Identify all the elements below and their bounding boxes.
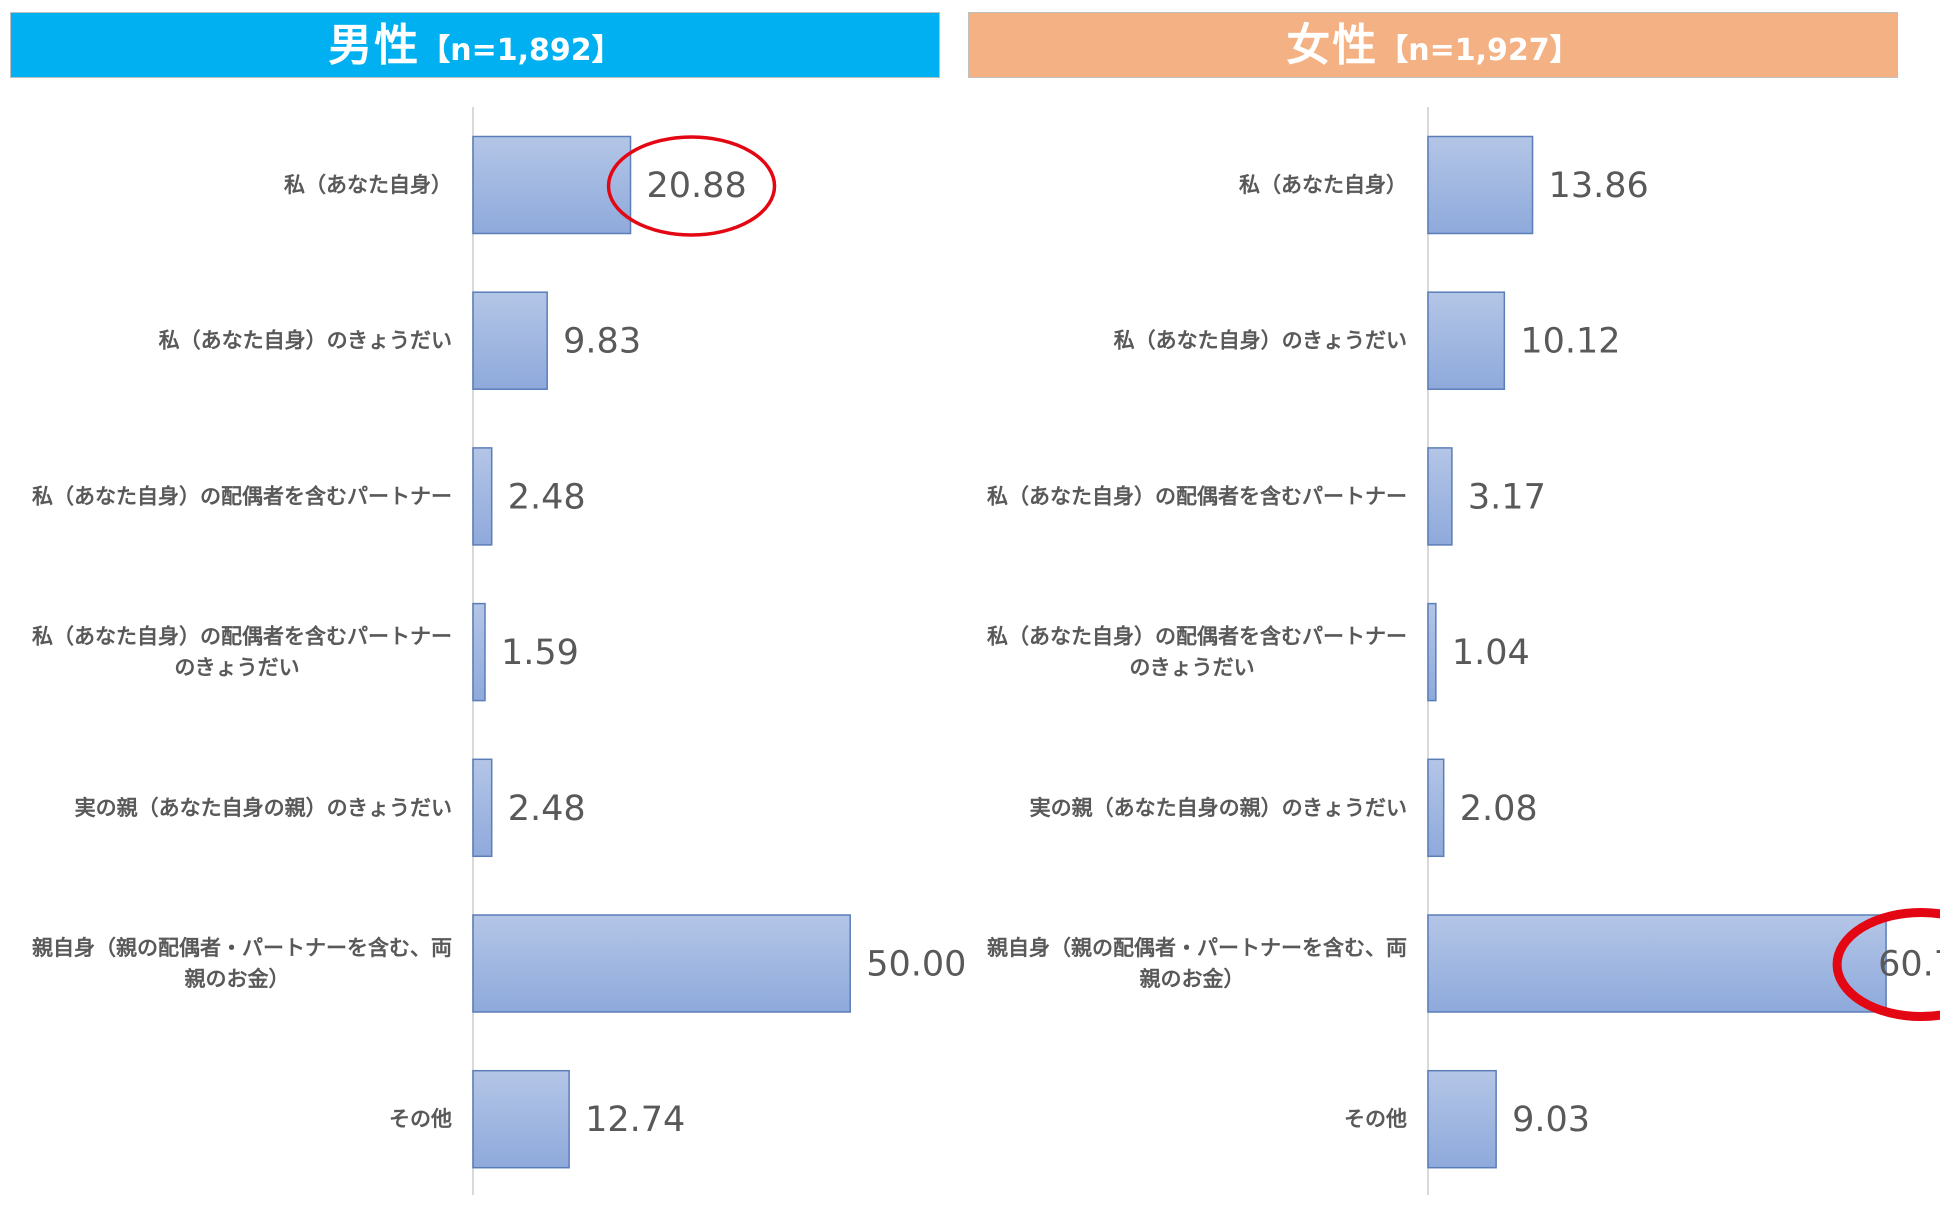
- bar: [472, 602, 486, 702]
- bar: [1427, 758, 1445, 858]
- category-label: 私（あなた自身）の配偶者を含むパートナー: [987, 625, 1407, 649]
- bar: [1427, 1069, 1497, 1169]
- category-label: 私（あなた自身）: [284, 173, 452, 197]
- category-label: 私（あなた自身）: [1239, 173, 1407, 197]
- bar: [1427, 135, 1534, 235]
- bar: [472, 135, 632, 235]
- bar: [472, 291, 548, 390]
- category-label: 私（あなた自身）の配偶者を含むパートナー: [32, 625, 452, 649]
- value-label: 20.88: [647, 166, 747, 206]
- category-label: 親のお金）: [1140, 967, 1245, 991]
- male-panel: 男性【n=1,892】 私（あなた自身） 20.88 私（あなた自身）のきょうだい 9…: [10, 12, 966, 1195]
- female-bar-chart: 私（あなた自身） 13.86 私（あなた自身）のきょうだい 10.12 私（あなた自身）…: [987, 107, 1940, 1195]
- value-label: 50.00: [866, 945, 966, 985]
- female-sample-size: 【n=1,927】: [1378, 33, 1580, 68]
- category-label: その他: [1344, 1107, 1407, 1131]
- value-label: 2.48: [508, 789, 586, 829]
- male-header: 男性【n=1,892】: [10, 12, 940, 78]
- value-label: 2.48: [508, 477, 586, 517]
- bar: [472, 758, 493, 858]
- female-header: 女性【n=1,927】: [968, 12, 1898, 78]
- bar: [1427, 602, 1437, 702]
- bar: [1427, 914, 1887, 1013]
- value-label: 10.12: [1520, 322, 1620, 362]
- value-label: 12.74: [585, 1100, 685, 1140]
- category-label: 私（あなた自身）の配偶者を含むパートナー: [32, 484, 452, 508]
- value-label: 60.72: [1878, 945, 1940, 985]
- category-label: その他: [389, 1107, 452, 1131]
- bar: [472, 447, 493, 546]
- bar: [1427, 291, 1506, 390]
- value-label: 9.83: [563, 322, 641, 362]
- value-label: 1.04: [1452, 633, 1530, 673]
- value-label: 2.08: [1460, 789, 1538, 829]
- value-label: 13.86: [1549, 166, 1649, 206]
- female-title: 女性: [1286, 20, 1379, 71]
- category-label: 実の親（あなた自身の親）のきょうだい: [1030, 796, 1407, 820]
- male-sample-size: 【n=1,892】: [420, 33, 622, 68]
- bar: [472, 914, 851, 1013]
- category-label: 親のお金）: [185, 967, 290, 991]
- bar: [1427, 447, 1453, 546]
- bar: [472, 1069, 570, 1169]
- category-label: 私（あなた自身）の配偶者を含むパートナー: [987, 484, 1407, 508]
- male-bar-chart: 私（あなた自身） 20.88 私（あなた自身）のきょうだい 9.83 私（あなた自身）の…: [32, 107, 966, 1195]
- category-label: のきょうだい: [1129, 656, 1254, 680]
- value-label: 1.59: [501, 633, 579, 673]
- category-label: 実の親（あなた自身の親）のきょうだい: [75, 796, 452, 820]
- value-label: 9.03: [1512, 1100, 1590, 1140]
- value-label: 3.17: [1468, 477, 1546, 517]
- category-label: のきょうだい: [174, 656, 299, 680]
- category-label: 親自身（親の配偶者・パートナーを含む、両: [987, 936, 1407, 960]
- female-panel: 女性【n=1,927】 私（あなた自身） 13.86 私（あなた自身）のきょうだい 1…: [965, 0, 1940, 1225]
- male-title: 男性: [328, 20, 421, 71]
- category-label: 親自身（親の配偶者・パートナーを含む、両: [32, 936, 452, 960]
- highlight-circle: [606, 135, 777, 237]
- highlight-circle: [1832, 908, 1940, 1021]
- category-label: 私（あなた自身）のきょうだい: [1114, 329, 1407, 353]
- category-label: 私（あなた自身）のきょうだい: [159, 329, 452, 353]
